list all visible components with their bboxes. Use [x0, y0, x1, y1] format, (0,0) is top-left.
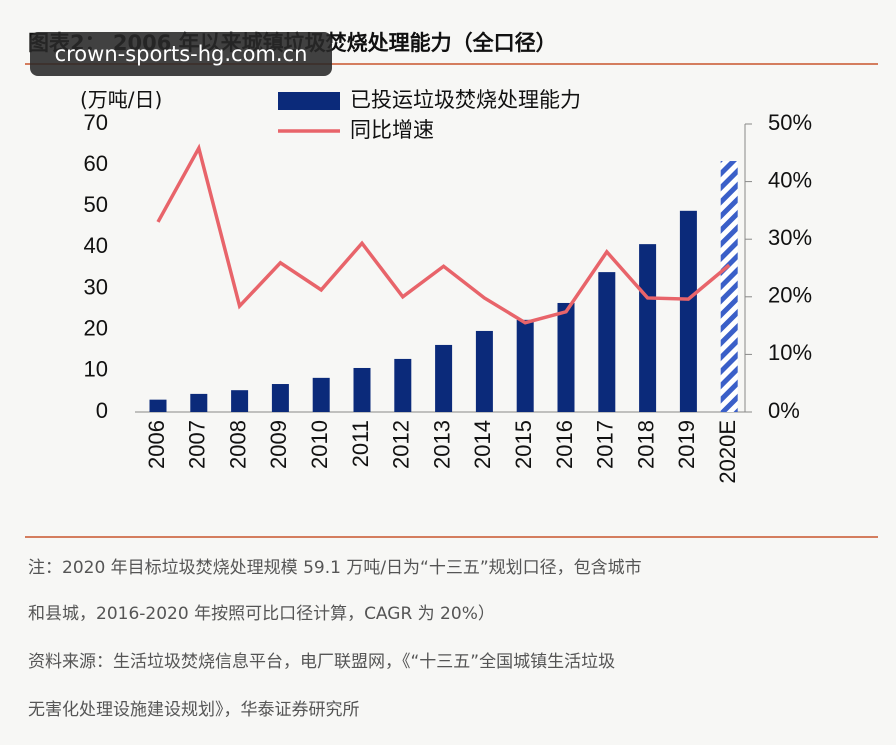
- y2-tick-label: 0%: [768, 398, 800, 423]
- y-tick-label: 0: [96, 398, 108, 423]
- x-tick-label: 2020E: [715, 420, 740, 484]
- y-tick-label: 40: [84, 233, 108, 258]
- bar: [231, 390, 249, 412]
- x-tick-label: 2018: [633, 420, 658, 469]
- x-tick-label: 2019: [674, 420, 699, 469]
- line: [156, 143, 731, 325]
- y2-tick-label: 10%: [768, 340, 812, 365]
- y-tick-label: 50: [84, 192, 108, 217]
- watermark: crown-sports-hg.com.cn: [55, 42, 308, 66]
- bar: [271, 384, 289, 412]
- x-tick-label: 2016: [552, 420, 577, 469]
- y-tick-label: 30: [84, 274, 108, 299]
- bar: [394, 358, 412, 412]
- y2-tick-label: 50%: [768, 110, 812, 135]
- x-tick-label: 2017: [593, 420, 618, 469]
- y2-tick-label: 20%: [768, 283, 812, 308]
- note: 无害化处理设施建设规划》，华泰证券研究所: [28, 700, 360, 720]
- legend-label: 已投运垃圾焚烧处理能力: [350, 88, 581, 112]
- y-tick-label: 60: [84, 151, 108, 176]
- bar: [720, 161, 738, 412]
- bar: [557, 302, 575, 412]
- x-tick-label: 2015: [511, 420, 536, 469]
- x-tick-label: 2010: [307, 420, 332, 469]
- bar: [312, 377, 330, 412]
- x-tick-label: 2011: [348, 420, 373, 467]
- y2-tick-label: 40%: [768, 167, 812, 192]
- x-tick-label: 2007: [185, 420, 210, 469]
- x-tick-label: 2014: [470, 420, 495, 469]
- x-tick-label: 2008: [225, 420, 250, 469]
- bar: [435, 344, 453, 412]
- bar: [475, 330, 493, 412]
- bar: [639, 244, 657, 412]
- y-tick-label: 10: [84, 357, 108, 382]
- x-tick-label: 2009: [266, 420, 291, 469]
- bar: [149, 399, 167, 412]
- bar: [598, 272, 616, 412]
- bar: [353, 367, 371, 412]
- note: 注：2020 年目标垃圾焚烧处理规模 59.1 万吨/日为“十三五”规划口径，包…: [28, 558, 642, 578]
- y2-tick-label: 30%: [768, 225, 812, 250]
- y-tick-label: 20: [84, 316, 108, 341]
- legend-swatch: [278, 92, 340, 110]
- bar: [516, 319, 534, 412]
- note: 和县城，2016-2020 年按照可比口径计算，CAGR 为 20%）: [28, 604, 495, 624]
- x-tick-label: 2012: [389, 420, 414, 469]
- bar: [679, 210, 697, 412]
- y-axis-label: (万吨/日): [80, 88, 162, 112]
- x-tick-label: 2006: [144, 420, 169, 469]
- x-tick-label: 2013: [429, 420, 454, 469]
- note: 资料来源：生活垃圾焚烧信息平台，电厂联盟网，《“十三五”全国城镇生活垃圾: [28, 652, 615, 672]
- y-tick-label: 70: [84, 110, 108, 135]
- bar: [190, 393, 208, 412]
- watermark-box: [30, 32, 332, 76]
- legend-label: 同比增速: [350, 118, 434, 142]
